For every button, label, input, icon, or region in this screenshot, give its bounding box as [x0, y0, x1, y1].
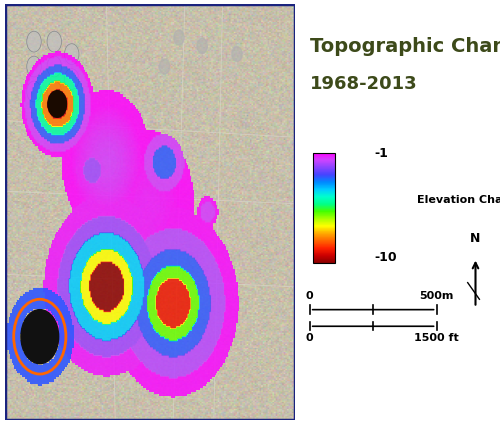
Circle shape — [21, 310, 59, 364]
Circle shape — [174, 30, 184, 45]
Circle shape — [48, 91, 66, 117]
Circle shape — [47, 56, 62, 77]
Text: Topographic Change: Topographic Change — [310, 37, 500, 56]
Text: 1968-2013: 1968-2013 — [310, 75, 418, 93]
Circle shape — [232, 47, 242, 61]
Text: 500m: 500m — [420, 291, 454, 301]
Text: N: N — [470, 232, 480, 245]
Text: Elevation Change (m): Elevation Change (m) — [417, 195, 500, 204]
Circle shape — [64, 44, 79, 64]
Circle shape — [160, 59, 170, 74]
Circle shape — [197, 38, 207, 53]
Text: -10: -10 — [374, 251, 396, 264]
Circle shape — [47, 31, 62, 52]
Circle shape — [47, 81, 62, 102]
Text: 0: 0 — [306, 333, 314, 343]
Circle shape — [27, 81, 41, 102]
Circle shape — [27, 31, 41, 52]
Text: 1500 ft: 1500 ft — [414, 333, 459, 343]
Circle shape — [27, 56, 41, 77]
Circle shape — [64, 69, 79, 89]
Text: -1: -1 — [374, 147, 388, 160]
Text: 0: 0 — [306, 291, 314, 301]
